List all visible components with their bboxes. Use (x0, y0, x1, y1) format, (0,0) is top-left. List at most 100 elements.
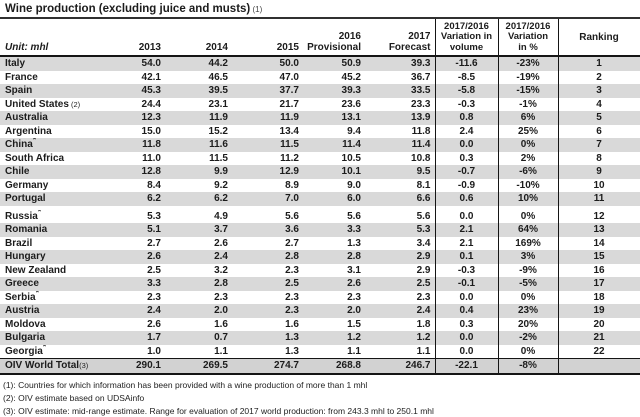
cell-ranking: 16 (558, 264, 640, 278)
cell-2014: 3.7 (165, 223, 232, 237)
cell-2015: 21.7 (232, 98, 303, 112)
cell-2015: 13.4 (232, 125, 303, 139)
cell-variation-percent: 0% (498, 345, 558, 359)
footnote-2: (2): OIV estimate based on UDSAinfo (3, 392, 640, 405)
cell-country: Australia (0, 111, 120, 125)
cell-2016-provisional: 9.4 (303, 125, 365, 139)
cell-ranking (558, 359, 640, 375)
cell-2016-provisional: 2.8 (303, 250, 365, 264)
cell-variation-volume: 0.3 (435, 318, 498, 332)
cell-country: Spain (0, 84, 120, 98)
cell-country: Serbia* (0, 291, 120, 305)
cell-variation-volume: -0.7 (435, 165, 498, 179)
cell-2017-forecast: 36.7 (365, 71, 435, 85)
cell-variation-volume: 0.8 (435, 111, 498, 125)
header-varvol-line3: volume (450, 42, 483, 53)
cell-ranking: 12 (558, 210, 640, 224)
cell-2016-provisional: 50.9 (303, 56, 365, 71)
cell-ranking: 13 (558, 223, 640, 237)
cell-ranking: 20 (558, 318, 640, 332)
country-name: Chile (5, 166, 29, 177)
cell-2015: 12.9 (232, 165, 303, 179)
header-varvol-line2: Variation in (441, 31, 492, 42)
cell-2013: 54.0 (120, 56, 165, 71)
cell-variation-percent: -9% (498, 264, 558, 278)
cell-variation-volume: -0.3 (435, 264, 498, 278)
cell-variation-percent: 25% (498, 125, 558, 139)
title-footnote-ref-text: (1) (252, 5, 262, 14)
cell-2014: 15.2 (165, 125, 232, 139)
cell-country: Portugal (0, 192, 120, 206)
cell-2016-provisional: 13.1 (303, 111, 365, 125)
cell-2013: 2.3 (120, 291, 165, 305)
cell-2015: 7.0 (232, 192, 303, 206)
cell-ranking: 11 (558, 192, 640, 206)
cell-2016-provisional: 2.0 (303, 304, 365, 318)
country-name: Greece (5, 278, 39, 289)
cell-2014: 2.0 (165, 304, 232, 318)
header-2016-line1: 2016 (339, 31, 361, 42)
cell-variation-percent: -8% (498, 359, 558, 375)
cell-2014: 6.2 (165, 192, 232, 206)
cell-2016-provisional: 3.1 (303, 264, 365, 278)
cell-2017-forecast: 11.4 (365, 138, 435, 152)
cell-2013: 1.7 (120, 331, 165, 345)
cell-2014: 11.5 (165, 152, 232, 166)
cell-variation-volume: 0.0 (435, 210, 498, 224)
cell-2015: 1.3 (232, 345, 303, 359)
cell-2017-forecast: 5.3 (365, 223, 435, 237)
cell-2016-provisional: 5.6 (303, 210, 365, 224)
cell-country: OIV World Total(3) (0, 359, 120, 375)
header-2013: 2013 (120, 19, 165, 56)
cell-2016-provisional: 10.5 (303, 152, 365, 166)
cell-2015: 11.2 (232, 152, 303, 166)
cell-variation-volume: 0.0 (435, 291, 498, 305)
cell-2017-forecast: 2.9 (365, 250, 435, 264)
country-name: Austria (5, 305, 39, 316)
cell-2013: 12.8 (120, 165, 165, 179)
country-name: France (5, 72, 38, 83)
cell-2014: 1.1 (165, 345, 232, 359)
cell-2016-provisional: 45.2 (303, 71, 365, 85)
footnote-1: (1): Countries for which information has… (3, 379, 640, 392)
cell-2017-forecast: 10.8 (365, 152, 435, 166)
cell-ranking: 18 (558, 291, 640, 305)
header-2017-line1: 2017 (408, 31, 430, 42)
cell-2017-forecast: 8.1 (365, 179, 435, 193)
header-unit-label: Unit: mhl (0, 19, 120, 56)
cell-2014: 2.4 (165, 250, 232, 264)
cell-2016-provisional: 10.1 (303, 165, 365, 179)
cell-country: Moldova (0, 318, 120, 332)
cell-country: Romania (0, 223, 120, 237)
cell-variation-percent: -2% (498, 331, 558, 345)
cell-2014: 9.2 (165, 179, 232, 193)
cell-country: Germany (0, 179, 120, 193)
country-name: Brazil (5, 238, 32, 249)
cell-variation-volume: -0.3 (435, 98, 498, 112)
cell-2014: 0.7 (165, 331, 232, 345)
cell-ranking: 15 (558, 250, 640, 264)
cell-2013: 12.3 (120, 111, 165, 125)
cell-variation-percent: 6% (498, 111, 558, 125)
cell-variation-volume: 0.0 (435, 345, 498, 359)
cell-country: Hungary (0, 250, 120, 264)
header-varpct-line2: Variation (508, 31, 548, 42)
cell-2015: 2.8 (232, 250, 303, 264)
cell-variation-volume: 2.1 (435, 237, 498, 251)
cell-2014: 39.5 (165, 84, 232, 98)
cell-variation-percent: -10% (498, 179, 558, 193)
cell-2013: 2.6 (120, 318, 165, 332)
cell-variation-percent: 3% (498, 250, 558, 264)
cell-ranking: 5 (558, 111, 640, 125)
cell-variation-percent: 10% (498, 192, 558, 206)
cell-ranking: 8 (558, 152, 640, 166)
